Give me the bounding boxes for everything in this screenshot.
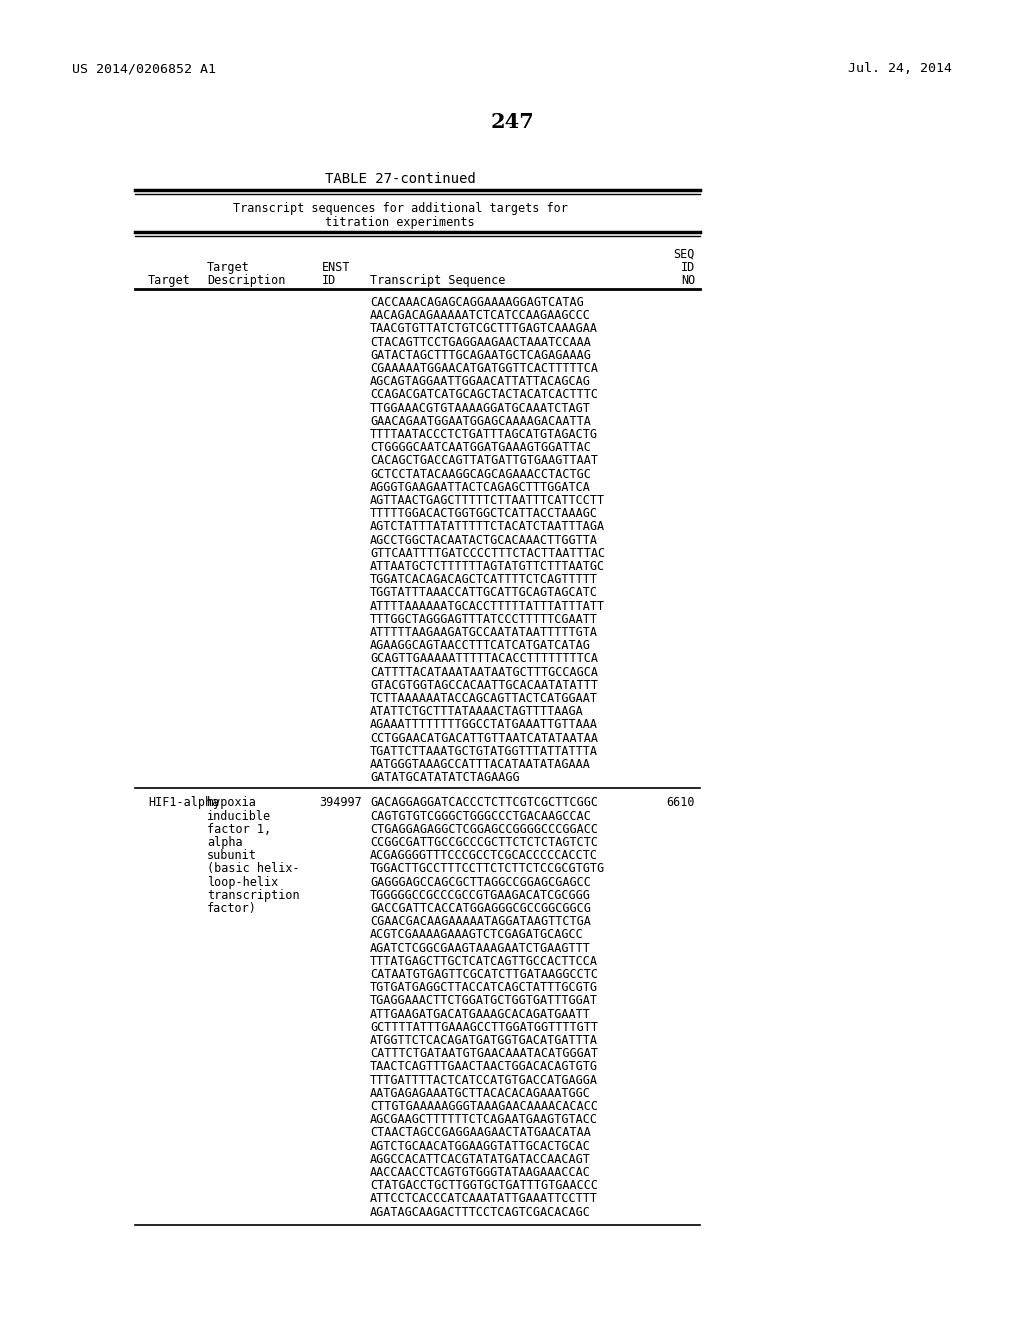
Text: GAGGGAGCCAGCGCTTAGGCCGGAGCGAGCC: GAGGGAGCCAGCGCTTAGGCCGGAGCGAGCC <box>370 875 591 888</box>
Text: AGTCTGCAACATGGAAGGTATTGCACTGCAC: AGTCTGCAACATGGAAGGTATTGCACTGCAC <box>370 1139 591 1152</box>
Text: ATTAATGCTCTTTTTTAGTATGTTCTTTAATGC: ATTAATGCTCTTTTTTAGTATGTTCTTTAATGC <box>370 560 605 573</box>
Text: TGAGGAAACTTCTGGATGCTGGTGATTTGGAT: TGAGGAAACTTCTGGATGCTGGTGATTTGGAT <box>370 994 598 1007</box>
Text: CTAACTAGCCGAGGAAGAACTATGAACATAA: CTAACTAGCCGAGGAAGAACTATGAACATAA <box>370 1126 591 1139</box>
Text: GAACAGAATGGAATGGAGCAAAAGACAATTA: GAACAGAATGGAATGGAGCAAAAGACAATTA <box>370 414 591 428</box>
Text: NO: NO <box>681 275 695 286</box>
Text: inducible: inducible <box>207 809 271 822</box>
Text: CGAAAAATGGAACATGATGGTTCACTTTTTCA: CGAAAAATGGAACATGATGGTTCACTTTTTCA <box>370 362 598 375</box>
Text: TCTTAAAAAATACCAGCAGTTACTCATGGAAT: TCTTAAAAAATACCAGCAGTTACTCATGGAAT <box>370 692 598 705</box>
Text: CAGTGTGTCGGGCTGGGCCCTGACAAGCCAC: CAGTGTGTCGGGCTGGGCCCTGACAAGCCAC <box>370 809 591 822</box>
Text: CCAGACGATCATGCAGCTACTACATCACTTTC: CCAGACGATCATGCAGCTACTACATCACTTTC <box>370 388 598 401</box>
Text: CTATGACCTGCTTGGTGCTGATTTGTGAACCC: CTATGACCTGCTTGGTGCTGATTTGTGAACCC <box>370 1179 598 1192</box>
Text: TAACTCAGTTTGAACTAACTGGACACAGTGTG: TAACTCAGTTTGAACTAACTGGACACAGTGTG <box>370 1060 598 1073</box>
Text: Description: Description <box>207 275 286 286</box>
Text: 247: 247 <box>490 112 534 132</box>
Text: CTGAGGAGAGGCTCGGAGCCGGGGCCCGGACC: CTGAGGAGAGGCTCGGAGCCGGGGCCCGGACC <box>370 822 598 836</box>
Text: Target: Target <box>207 261 250 275</box>
Text: ACGTCGAAAAGAAAGTCTCGAGATGCAGCC: ACGTCGAAAAGAAAGTCTCGAGATGCAGCC <box>370 928 584 941</box>
Text: GACCGATTCACCATGGAGGGCGCCGGCGGCG: GACCGATTCACCATGGAGGGCGCCGGCGGCG <box>370 902 591 915</box>
Text: ATATTCTGCTTTАТAAAACTAGTTTTAAGA: ATATTCTGCTTTАТAAAACTAGTTTTAAGA <box>370 705 584 718</box>
Text: ATTGAAGATGACATGAAAGCACAGATGAATT: ATTGAAGATGACATGAAAGCACAGATGAATT <box>370 1007 591 1020</box>
Text: Jul. 24, 2014: Jul. 24, 2014 <box>848 62 952 75</box>
Text: TGATTCTTAAATGCTGTATGGTTTATTATTTA: TGATTCTTAAATGCTGTATGGTTTATTATTTA <box>370 744 598 758</box>
Text: Transcript sequences for additional targets for: Transcript sequences for additional targ… <box>232 202 567 215</box>
Text: AGAAATTTTTTTTGGCCTATGAAATTGTTAAA: AGAAATTTTTTTTGGCCTATGAAATTGTTAAA <box>370 718 598 731</box>
Text: CATAATGTGAGTTCGCATCTTGATAAGGCCTC: CATAATGTGAGTTCGCATCTTGATAAGGCCTC <box>370 968 598 981</box>
Text: AGCCTGGCTACAATACTGCACAAACTTGGTTA: AGCCTGGCTACAATACTGCACAAACTTGGTTA <box>370 533 598 546</box>
Text: GATACTAGCTTTGCAGAATGCTCAGAGAAAG: GATACTAGCTTTGCAGAATGCTCAGAGAAAG <box>370 348 591 362</box>
Text: GCTCCTATACAAGGCAGCAGAAACCTACTGC: GCTCCTATACAAGGCAGCAGAAACCTACTGC <box>370 467 591 480</box>
Text: CTTGTGAAAAAGGGTAAAGAACAAAACACACC: CTTGTGAAAAAGGGTAAAGAACAAAACACACC <box>370 1100 598 1113</box>
Text: CATTTCTGATAATGTGAACAAATACATGGGAT: CATTTCTGATAATGTGAACAAATACATGGGAT <box>370 1047 598 1060</box>
Text: CGAACGACAAGAAAAATAGGATAAGTTCTGA: CGAACGACAAGAAAAATAGGATAAGTTCTGA <box>370 915 591 928</box>
Text: TTTGATTTТACTCATCCATGTGACCATGAGGA: TTTGATTTТACTCATCCATGTGACCATGAGGA <box>370 1073 598 1086</box>
Text: factor): factor) <box>207 902 257 915</box>
Text: AATGAGAGAAATGCTTACACACAGAAATGGC: AATGAGAGAAATGCTTACACACAGAAATGGC <box>370 1086 591 1100</box>
Text: ID: ID <box>322 275 336 286</box>
Text: TGGGGGCCGCCCGCCGTGAAGACATCGCGGG: TGGGGGCCGCCCGCCGTGAAGACATCGCGGG <box>370 888 591 902</box>
Text: TTTGGCTAGGGAGTTTATCCCTTTTTCGAATT: TTTGGCTAGGGAGTTTATCCCTTTTTCGAATT <box>370 612 598 626</box>
Text: alpha: alpha <box>207 836 243 849</box>
Text: CCTGGAACATGACATTGTTAATCATATAATAA: CCTGGAACATGACATTGTTAATCATATAATAA <box>370 731 598 744</box>
Text: AACCAACCTCAGTGTGGGTATAAGAAACCAC: AACCAACCTCAGTGTGGGTATAAGAAACCAC <box>370 1166 591 1179</box>
Text: GACAGGAGGATCACCCTCTTCGTCGCTTCGGC: GACAGGAGGATCACCCTCTTCGTCGCTTCGGC <box>370 796 598 809</box>
Text: TTTTTGGACACTGGTGGCTCATTACCTAAAGC: TTTTTGGACACTGGTGGCTCATTACCTAAAGC <box>370 507 598 520</box>
Text: GATATGCATATATCTAGAAGG: GATATGCATATATCTAGAAGG <box>370 771 519 784</box>
Text: (basic helix-: (basic helix- <box>207 862 300 875</box>
Text: CTGGGGCAATCAATGGATGAAAGTGGATTAC: CTGGGGCAATCAATGGATGAAAGTGGATTAC <box>370 441 591 454</box>
Text: ATTTTTAAGAAGATGCCAATATAATTTTTGTA: ATTTTTAAGAAGATGCCAATATAATTTTTGTA <box>370 626 598 639</box>
Text: ATTCCTCACCCATCAAATATTGAAATTCCTTT: ATTCCTCACCCATCAAATATTGAAATTCCTTT <box>370 1192 598 1205</box>
Text: AGAAGGCAGTAACCTTTCATCATGATCATAG: AGAAGGCAGTAACCTTTCATCATGATCATAG <box>370 639 591 652</box>
Text: CACCAAACAGAGCAGGAAAAGGAGTCATAG: CACCAAACAGAGCAGGAAAAGGAGTCATAG <box>370 296 584 309</box>
Text: ACGAGGGGTTTCCCGCCTCGCACCCCCACCTC: ACGAGGGGTTTCCCGCCTCGCACCCCCACCTC <box>370 849 598 862</box>
Text: TTGGAAACGTGTAAAAGGATGCAAATCTAGT: TTGGAAACGTGTAAAAGGATGCAAATCTAGT <box>370 401 591 414</box>
Text: transcription: transcription <box>207 888 300 902</box>
Text: TGGATCACAGACAGCTCATTTTCTCAGTTTTT: TGGATCACAGACAGCTCATTTTCTCAGTTTTT <box>370 573 598 586</box>
Text: SEQ: SEQ <box>674 248 695 261</box>
Text: titration experiments: titration experiments <box>326 216 475 228</box>
Text: AGTTAACTGAGCTTTTTCTTAATTTCATTCCTT: AGTTAACTGAGCTTTTTCTTAATTTCATTCCTT <box>370 494 605 507</box>
Text: US 2014/0206852 A1: US 2014/0206852 A1 <box>72 62 216 75</box>
Text: Transcript Sequence: Transcript Sequence <box>370 275 506 286</box>
Text: AGCAGTAGGAATTGGAACATTATTACAGCAG: AGCAGTAGGAATTGGAACATTATTACAGCAG <box>370 375 591 388</box>
Text: 394997: 394997 <box>319 796 362 809</box>
Text: AGTCTATTTATATTTTTCTACATCTAATTTAGA: AGTCTATTTATATTTTTCTACATCTAATTTAGA <box>370 520 605 533</box>
Text: GTTCAATTTTGATCCCCTTTCTACTTAATTTAC: GTTCAATTTTGATCCCCTTTCTACTTAATTTAC <box>370 546 605 560</box>
Text: ATGGTTCTCACAGATGATGGTGACATGATTTA: ATGGTTCTCACAGATGATGGTGACATGATTTA <box>370 1034 598 1047</box>
Text: TGGACTTGCCTTTCCTTCTCTTCTCCGCGTGTG: TGGACTTGCCTTTCCTTCTCTTCTCCGCGTGTG <box>370 862 605 875</box>
Text: hypoxia: hypoxia <box>207 796 257 809</box>
Text: GTACGTGGTAGCCACAATTGCACAATATATTT: GTACGTGGTAGCCACAATTGCACAATATATTT <box>370 678 598 692</box>
Text: CATTTTACATAAATAATAATGCTTTGCCAGCA: CATTTTACATAAATAATAATGCTTTGCCAGCA <box>370 665 598 678</box>
Text: CTACAGTTCCTGAGGAAGAACTAAATCCAAA: CTACAGTTCCTGAGGAAGAACTAAATCCAAA <box>370 335 591 348</box>
Text: TGTGATGAGGCTTACCATCAGCTATTTGCGTG: TGTGATGAGGCTTACCATCAGCTATTTGCGTG <box>370 981 598 994</box>
Text: GCAGTTGAAAAATTTTTACACCTTTTTTTTCA: GCAGTTGAAAAATTTTTACACCTTTTTTTTCA <box>370 652 598 665</box>
Text: AGGGTGAAGAATTACTCAGAGCTTTGGATCA: AGGGTGAAGAATTACTCAGAGCTTTGGATCA <box>370 480 591 494</box>
Text: AGATCTCGGCGAAGTAAAGAATCTGAAGTTT: AGATCTCGGCGAAGTAAAGAATCTGAAGTTT <box>370 941 591 954</box>
Text: CCGGCGATTGCCGCCCGCTTCTCTCTAGTCTC: CCGGCGATTGCCGCCCGCTTCTCTCTAGTCTC <box>370 836 598 849</box>
Text: AGATAGCAAGACTTTCCTCAGTCGACACAGC: AGATAGCAAGACTTTCCTCAGTCGACACAGC <box>370 1205 591 1218</box>
Text: AGGCCACATTCACGTATATGATACCAACAGT: AGGCCACATTCACGTATATGATACCAACAGT <box>370 1152 591 1166</box>
Text: 6610: 6610 <box>667 796 695 809</box>
Text: TTTATGAGCTTGCTCATCAGTTGCCACTTCCA: TTTATGAGCTTGCTCATCAGTTGCCACTTCCA <box>370 954 598 968</box>
Text: TGGTATTTAAACCATTGCATTGCAGTAGCATC: TGGTATTTAAACCATTGCATTGCAGTAGCATC <box>370 586 598 599</box>
Text: HIF1-alpha: HIF1-alpha <box>148 796 219 809</box>
Text: AGCGAAGCTTTTTTCTCAGAATGAAGTGTACC: AGCGAAGCTTTTTTCTCAGAATGAAGTGTACC <box>370 1113 598 1126</box>
Text: AACAGACAGAAAAATCTCATCCAAGAAGCCC: AACAGACAGAAAAATCTCATCCAAGAAGCCC <box>370 309 591 322</box>
Text: Target: Target <box>148 275 190 286</box>
Text: CACAGCTGACCAGTTATGATTGTGAAGTTAAT: CACAGCTGACCAGTTATGATTGTGAAGTTAAT <box>370 454 598 467</box>
Text: AATGGGTAAAGCCATTTACATAATATAGAAA: AATGGGTAAAGCCATTTACATAATATAGAAA <box>370 758 591 771</box>
Text: ENST: ENST <box>322 261 350 275</box>
Text: factor 1,: factor 1, <box>207 822 271 836</box>
Text: ATTTTAAAAAATGCACCTTTTTATTTATTTATT: ATTTTAAAAAATGCACCTTTTTATTTATTTATT <box>370 599 605 612</box>
Text: TABLE 27-continued: TABLE 27-continued <box>325 172 475 186</box>
Text: GCTTTTATTTGAAAGCCTTGGATGGTTTTGTT: GCTTTTATTTGAAAGCCTTGGATGGTTTTGTT <box>370 1020 598 1034</box>
Text: TAACGTGTTATCTGTCGCTTTGAGTCAAAGAA: TAACGTGTTATCTGTCGCTTTGAGTCAAAGAA <box>370 322 598 335</box>
Text: ID: ID <box>681 261 695 275</box>
Text: loop-helix: loop-helix <box>207 875 279 888</box>
Text: TTTTAATACCCTCTGATTTAGCATGTAGACTG: TTTTAATACCCTCTGATTTAGCATGTAGACTG <box>370 428 598 441</box>
Text: subunit: subunit <box>207 849 257 862</box>
